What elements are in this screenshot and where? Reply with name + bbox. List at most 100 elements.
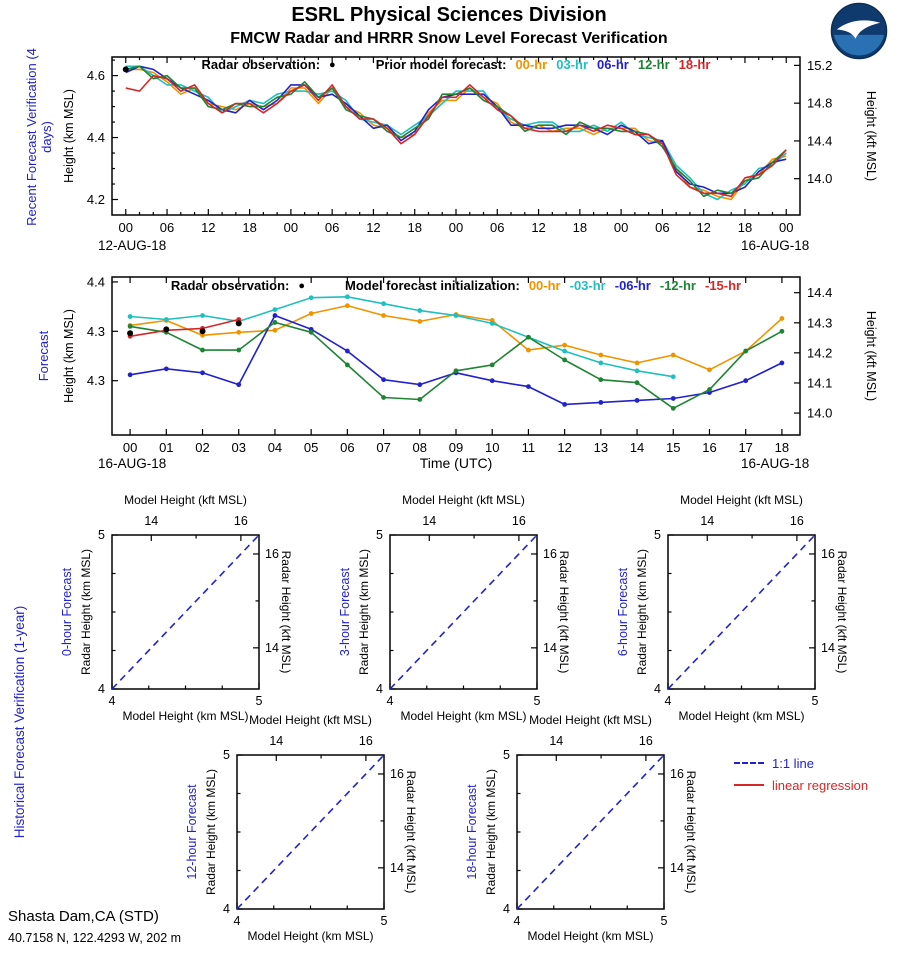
tick-label: 16	[790, 514, 804, 528]
forecast-series-2-point	[489, 378, 495, 384]
tick-label: 00	[119, 220, 133, 235]
forecast-series-3-point	[598, 377, 604, 383]
forecast-series-0-point	[779, 316, 785, 321]
forecast-series-4	[129, 318, 239, 338]
scatter-0-right-axis-label: Radar Height (kft MSL)	[279, 550, 293, 674]
forecast-series-3-point	[489, 362, 495, 368]
one-to-one-line-swatch	[734, 762, 764, 764]
tick-label: 00	[123, 440, 137, 455]
panel2-legend-series-title: Model forecast initialization:	[345, 278, 520, 293]
recent-series-3	[125, 65, 787, 198]
tick-label: 4	[376, 682, 383, 696]
panel2-right-axis-label: Height (kft MSL)	[864, 310, 878, 402]
tick-label: 13	[594, 440, 608, 455]
scatter-1-forecast-label: 3-hour Forecast	[338, 567, 352, 657]
tick-label: 14	[821, 641, 835, 655]
panel1-legend-item-06hr: 06-hr	[597, 57, 629, 72]
panel1-right-axis-label: Height (kft MSL)	[864, 90, 878, 182]
forecast-series-3-point	[743, 348, 749, 354]
panel1-legend-series-title: Prior model forecast:	[375, 57, 507, 72]
tick-label: 5	[223, 748, 230, 762]
forecast-series-3-point	[779, 328, 785, 334]
noaa-logo-icon	[830, 2, 888, 60]
panel1-legend-item-12hr: 12-hr	[637, 57, 670, 72]
tick-label: 14	[265, 641, 279, 655]
tick-label: 5	[503, 748, 510, 762]
forecast-series-1-point	[344, 294, 350, 300]
tick-label: 16	[670, 767, 684, 781]
tick-label: 4.4	[87, 274, 105, 289]
tick-label: 5	[98, 528, 105, 542]
scatter-2-top-axis-label: Model Height (kft MSL)	[680, 493, 803, 507]
one-to-one-line	[389, 534, 538, 690]
one-to-one-line	[667, 534, 816, 690]
forecast-series-0-point	[417, 319, 423, 324]
forecast-series-1	[130, 295, 674, 378]
tick-label: 4.6	[87, 68, 105, 83]
forecast-series-1-point	[634, 368, 640, 374]
forecast-series-2-point	[598, 400, 604, 405]
panel1-legend-obs-label: Radar observation:	[201, 57, 321, 72]
tick-label: 00	[779, 220, 793, 235]
tick-label: 14.8	[807, 96, 832, 111]
radar-observation-marker-icon: ●	[329, 58, 336, 71]
tick-label: 06	[160, 220, 174, 235]
tick-label: 17	[738, 440, 752, 455]
panel2-legend-obs-label: Radar observation:	[170, 278, 290, 293]
tick-label: 15.2	[807, 58, 832, 73]
forecast-series-1-point	[417, 308, 423, 313]
tick-label: 14.0	[807, 171, 832, 186]
forecast-series-2-point	[526, 384, 531, 390]
tick-label: 4	[223, 902, 230, 916]
tick-label: 09	[449, 440, 463, 455]
forecast-series-3-point	[200, 347, 205, 353]
scatter-4-right-axis-label: Radar Height (kft MSL)	[684, 770, 698, 894]
historical-side-label: Historical Forecast Verification (1-year…	[12, 605, 27, 839]
tick-label: 06	[325, 220, 339, 235]
page-title: ESRL Physical Sciences Division	[291, 4, 607, 26]
one-to-one-line	[236, 754, 385, 910]
forecast-series-0-point	[562, 342, 568, 348]
forecast-series-2-point	[634, 398, 640, 403]
tick-label: 5	[534, 694, 541, 708]
tick-label: 14.1	[807, 375, 832, 390]
scatter-3-top-axis-label: Model Height (kft MSL)	[249, 713, 372, 727]
forecast-plot-frame	[111, 276, 801, 436]
radar-observation-point	[127, 330, 134, 337]
panel2-y-axis-label: Height (km MSL)	[62, 309, 76, 403]
panel1-side-label: Recent Forecast Verification (4 days)	[24, 48, 55, 226]
forecast-series-2-point	[670, 396, 676, 401]
panel1-legend-item-03hr: 03-hr	[556, 57, 589, 72]
scatter-0-y-axis-label: Radar Height (km MSL)	[79, 548, 93, 676]
noaa-gull-icon	[836, 20, 881, 39]
forecast-series-1-point	[200, 313, 205, 318]
tick-label: 5	[256, 694, 263, 708]
forecast-series-0-point	[200, 332, 205, 338]
forecast-series-4-point	[236, 317, 242, 322]
recent-series-0	[125, 68, 787, 201]
tick-label: 18	[573, 220, 587, 235]
station-name: Shasta Dam,CA (STD)	[8, 908, 159, 925]
panel1-legend: Radar observation: ● Prior model forecas…	[112, 57, 800, 72]
tick-label: 4	[98, 682, 105, 696]
recent-plot-frame	[111, 56, 801, 216]
tick-label: 4	[503, 902, 510, 916]
tick-label: 4	[109, 694, 116, 708]
tick-label: 18	[242, 220, 256, 235]
forecast-series-2-point	[236, 382, 242, 388]
forecast-series-3-point	[562, 357, 568, 363]
tick-label: 14	[422, 514, 436, 528]
forecast-series-0-point	[670, 352, 676, 358]
forecast-series-2-point	[743, 378, 749, 384]
scatter-3-right-axis-label: Radar Height (kft MSL)	[404, 770, 418, 894]
forecast-series-1-point	[127, 314, 133, 319]
tick-label: 4	[514, 914, 521, 928]
panel2-legend-item-06hr: -06-hr	[614, 278, 651, 293]
scatter-1-right-axis-label: Radar Height (kft MSL)	[557, 550, 571, 674]
tick-label: 16	[265, 547, 279, 561]
one-to-one-line	[111, 534, 260, 690]
tick-label: 16	[639, 734, 653, 748]
forecast-series-2-point	[344, 348, 350, 354]
tick-label: 4	[234, 914, 241, 928]
